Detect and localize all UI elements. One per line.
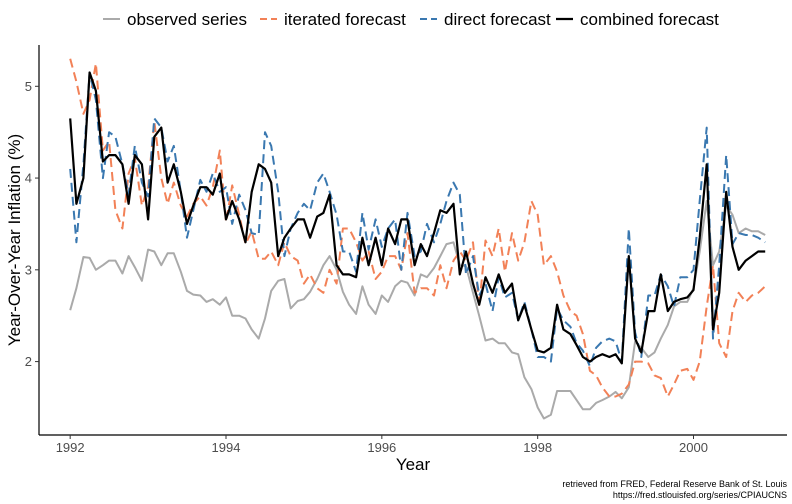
- legend: observed series iterated forecast direct f…: [103, 10, 719, 29]
- x-tick-label: 1996: [367, 440, 396, 455]
- y-tick-label: 5: [25, 79, 32, 94]
- iterated-forecast-legend-label: iterated forecast: [284, 10, 406, 29]
- direct-forecast-legend-label: direct forecast: [444, 10, 551, 29]
- y-tick-label: 2: [25, 354, 32, 369]
- plot-lines: [69, 58, 766, 420]
- combined-forecast-legend-label: combined forecast: [580, 10, 719, 29]
- y-tick-label: 3: [25, 262, 32, 277]
- x-axis-title: Year: [396, 455, 431, 474]
- observed-series-line: [69, 200, 766, 420]
- y-tick-label: 4: [25, 171, 32, 186]
- y-axis-ticks: 2 3 4 5: [25, 79, 39, 369]
- caption-line-1: retrieved from FRED, Federal Reserve Ban…: [562, 479, 787, 489]
- x-tick-label: 1992: [56, 440, 85, 455]
- observed-series-legend-label: observed series: [127, 10, 247, 29]
- caption-line-2: https://fred.stlouisfed.org/series/CPIAU…: [613, 490, 787, 500]
- x-tick-label: 1998: [523, 440, 552, 455]
- y-axis-title: Year-Over-Year Inflation (%): [5, 134, 24, 346]
- combined-forecast-line: [69, 71, 766, 365]
- iterated-forecast-line: [69, 58, 766, 398]
- x-tick-label: 1994: [212, 440, 241, 455]
- x-axis-ticks: 1992 1994 1996 1998 2000: [56, 435, 708, 455]
- direct-forecast-line: [69, 71, 766, 368]
- x-tick-label: 2000: [679, 440, 708, 455]
